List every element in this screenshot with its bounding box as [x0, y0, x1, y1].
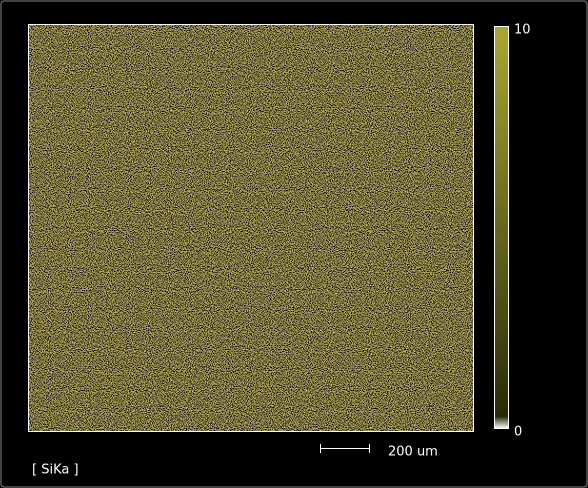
map-border — [28, 24, 474, 432]
colorbar-max: 10 — [514, 23, 531, 38]
element-map — [28, 24, 474, 432]
map-label: [ SiKa ] — [32, 463, 79, 478]
scale-bar — [320, 444, 370, 453]
colorbar-min: 0 — [514, 425, 522, 440]
colorbar — [494, 26, 509, 429]
scale-bar-label: 200 um — [388, 445, 438, 460]
